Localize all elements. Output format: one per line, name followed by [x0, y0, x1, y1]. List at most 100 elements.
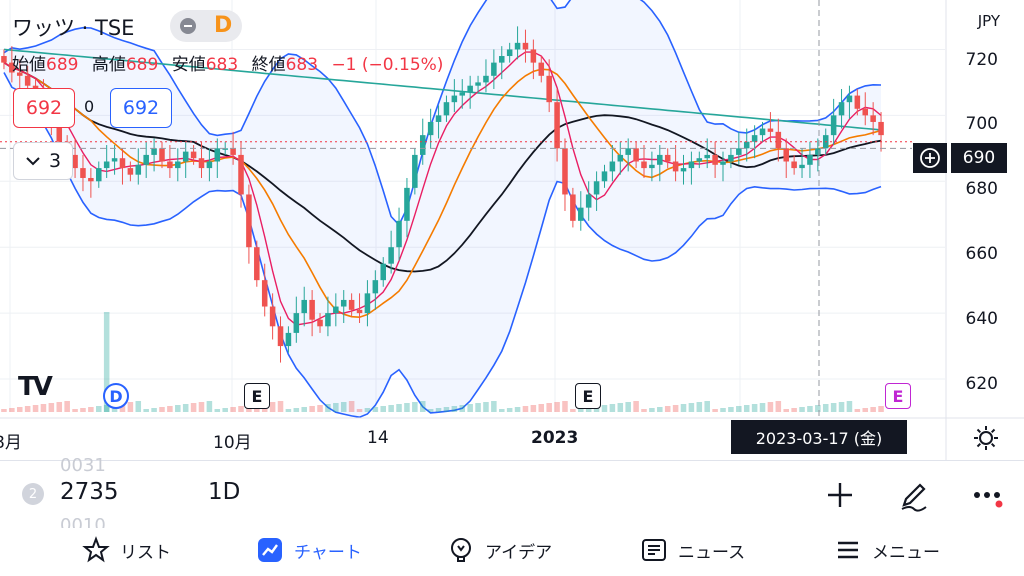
dividend-event-marker[interactable]: D	[103, 383, 129, 409]
tab-label: チャート	[294, 542, 362, 563]
volume-bar	[830, 403, 837, 412]
volume-bar	[198, 402, 205, 412]
current-price-tag: 690	[951, 143, 1007, 173]
volume-bar	[1, 409, 7, 412]
candle-body	[348, 299, 355, 310]
add-alert-button[interactable]	[913, 143, 947, 173]
candle-body	[285, 332, 292, 347]
candle-body	[498, 56, 505, 63]
settings-icon[interactable]	[972, 424, 1000, 452]
interval-pill[interactable]: D	[170, 10, 242, 42]
volume-bar	[88, 407, 94, 412]
candle-body	[704, 154, 710, 159]
volume-bar	[593, 406, 600, 412]
ghost-price-top: 0031	[60, 455, 106, 476]
volume-bar	[878, 406, 884, 412]
candle-body	[190, 151, 197, 159]
candle-body	[254, 247, 260, 281]
pen-icon[interactable]	[894, 475, 934, 515]
volume-bar	[546, 403, 552, 412]
volume-bar	[696, 402, 703, 412]
volume-bar	[854, 409, 861, 412]
tab-label: アイデア	[485, 542, 553, 563]
tab-ideas[interactable]: アイデア	[447, 536, 552, 564]
more-options-icon[interactable]	[968, 475, 1008, 515]
time-label: 8月	[0, 433, 22, 453]
volume-bar	[562, 401, 568, 412]
volume-bar	[657, 407, 663, 412]
candle-body	[506, 49, 513, 57]
volume-bar	[103, 405, 110, 412]
volume-bar	[633, 401, 639, 412]
candle-body	[396, 220, 402, 248]
volume-bar	[704, 401, 710, 412]
volume-bar	[641, 409, 647, 412]
candle-body	[151, 148, 157, 155]
volume-bar	[206, 401, 213, 412]
candle-body	[799, 164, 805, 169]
tab-menu[interactable]: メニュー	[834, 536, 940, 564]
volume-bar	[443, 407, 450, 412]
volume-bar	[72, 409, 78, 412]
volume-bar	[167, 406, 173, 412]
volume-bar	[396, 404, 402, 412]
candle-body	[514, 42, 521, 50]
volume-bar	[317, 405, 323, 412]
time-label: 2023	[531, 428, 579, 448]
indicators-toggle[interactable]: 3	[13, 142, 73, 180]
plus-icon[interactable]	[820, 475, 860, 515]
candle-body	[657, 154, 663, 165]
candle-body	[483, 75, 489, 83]
close-label: 終値	[251, 55, 286, 75]
price-chart[interactable]	[0, 0, 1024, 460]
candle-body	[783, 148, 789, 162]
candle-body	[562, 148, 568, 195]
volume-bar	[190, 403, 197, 412]
high-label: 高値	[91, 55, 126, 75]
dividend-badge: D	[214, 13, 233, 38]
volume-bar	[506, 408, 513, 412]
candle-body	[24, 75, 31, 86]
candle-body	[135, 164, 142, 175]
currency-label[interactable]: JPY	[977, 12, 1000, 30]
candle-body	[167, 161, 173, 169]
symbol-title[interactable]: ワッツ · TSE	[12, 12, 134, 42]
tab-list[interactable]: リスト	[82, 536, 171, 564]
buy-button[interactable]: 692	[110, 88, 172, 128]
candle-body	[111, 158, 118, 162]
bollinger-band-fill	[4, 0, 881, 418]
volume-bar	[609, 404, 616, 412]
tab-label: リスト	[120, 542, 171, 563]
volume-bar	[285, 409, 292, 412]
price-label: 700	[965, 114, 998, 134]
volume-bar	[807, 406, 813, 412]
tab-chart[interactable]: チャート	[256, 536, 362, 564]
volume-bar	[96, 406, 102, 412]
volume-bar	[459, 405, 466, 412]
candle-body	[538, 62, 545, 76]
ma-slow-line	[3, 61, 882, 273]
volume-bar	[617, 403, 624, 412]
tradingview-logo: TV	[18, 372, 53, 402]
candle-body	[830, 115, 837, 136]
tab-news[interactable]: ニュース	[640, 536, 745, 564]
earnings-event-marker[interactable]: E	[244, 383, 270, 409]
symbol-code[interactable]: 2735	[60, 479, 119, 505]
volume-bar	[625, 402, 631, 412]
candle-body	[293, 313, 300, 333]
candle-body	[570, 194, 576, 221]
candle-body	[72, 154, 78, 169]
volume-bar	[775, 401, 782, 412]
candle-body	[56, 121, 63, 142]
interval-button[interactable]: 1D	[208, 479, 241, 505]
upcoming-earnings-marker[interactable]: E	[885, 383, 911, 409]
symbol-toolbar: 0031 2 2735 1D 0010	[0, 455, 1024, 536]
collapse-icon[interactable]	[180, 18, 196, 34]
candle-body	[530, 49, 537, 63]
earnings-event-marker[interactable]: E	[575, 383, 601, 409]
sell-button[interactable]: 692	[13, 88, 75, 128]
candle-body	[404, 187, 410, 221]
volume-bar	[664, 406, 671, 412]
volume-bar	[348, 401, 355, 412]
candle-body	[807, 154, 813, 165]
